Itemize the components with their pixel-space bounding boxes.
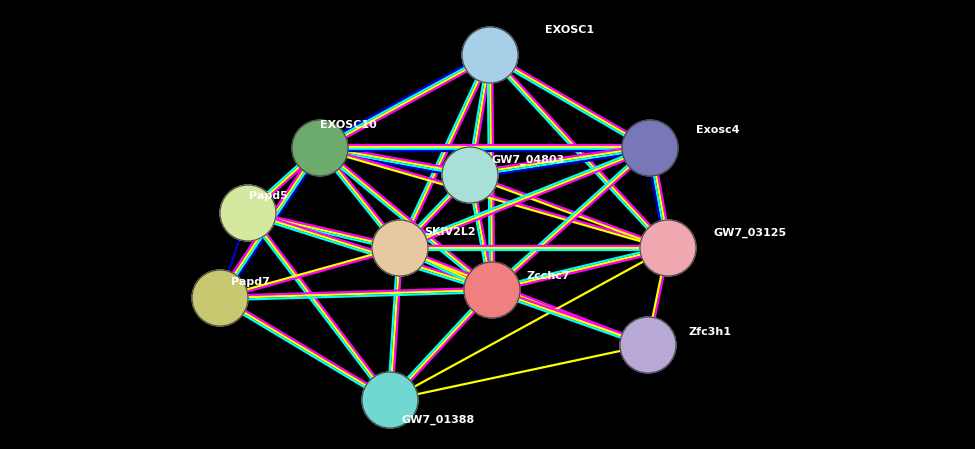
Text: SKIV2L2: SKIV2L2: [424, 227, 476, 237]
Circle shape: [220, 185, 276, 241]
Text: Zcchc7: Zcchc7: [526, 271, 569, 281]
Text: GW7_03125: GW7_03125: [714, 228, 787, 238]
Text: GW7_01388: GW7_01388: [402, 415, 475, 425]
Text: GW7_04803: GW7_04803: [491, 155, 565, 165]
Circle shape: [292, 120, 348, 176]
Text: EXOSC10: EXOSC10: [320, 120, 376, 130]
Circle shape: [442, 147, 498, 203]
Circle shape: [464, 262, 520, 318]
Text: EXOSC1: EXOSC1: [545, 25, 595, 35]
Text: Papd5: Papd5: [249, 191, 288, 201]
Circle shape: [620, 317, 676, 373]
Circle shape: [372, 220, 428, 276]
Circle shape: [622, 120, 678, 176]
Circle shape: [462, 27, 518, 83]
Circle shape: [192, 270, 248, 326]
Circle shape: [640, 220, 696, 276]
Circle shape: [362, 372, 418, 428]
Text: Zfc3h1: Zfc3h1: [688, 327, 731, 337]
Text: Papd7: Papd7: [230, 277, 269, 287]
Text: Exosc4: Exosc4: [696, 125, 740, 135]
